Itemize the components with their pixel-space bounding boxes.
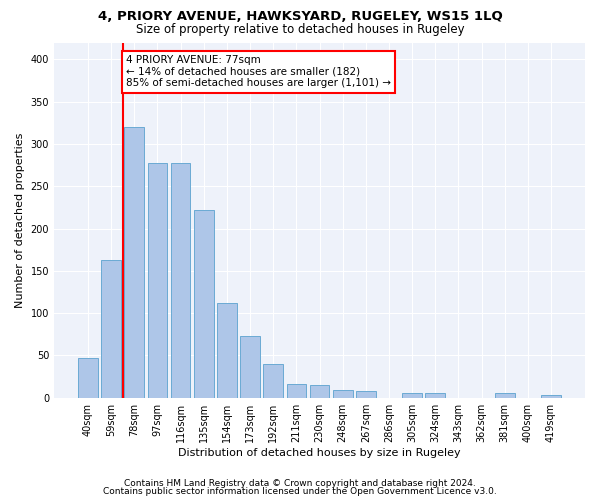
Text: Contains HM Land Registry data © Crown copyright and database right 2024.: Contains HM Land Registry data © Crown c… bbox=[124, 478, 476, 488]
Text: 4 PRIORY AVENUE: 77sqm
← 14% of detached houses are smaller (182)
85% of semi-de: 4 PRIORY AVENUE: 77sqm ← 14% of detached… bbox=[126, 55, 391, 88]
Bar bbox=[148, 164, 167, 398]
Text: 4, PRIORY AVENUE, HAWKSYARD, RUGELEY, WS15 1LQ: 4, PRIORY AVENUE, HAWKSYARD, RUGELEY, WS… bbox=[98, 10, 502, 23]
Bar bbox=[217, 303, 237, 398]
Bar bbox=[287, 384, 306, 398]
Y-axis label: Number of detached properties: Number of detached properties bbox=[15, 132, 25, 308]
Bar bbox=[78, 358, 98, 398]
Text: Contains public sector information licensed under the Open Government Licence v3: Contains public sector information licen… bbox=[103, 487, 497, 496]
Bar bbox=[124, 127, 144, 398]
X-axis label: Distribution of detached houses by size in Rugeley: Distribution of detached houses by size … bbox=[178, 448, 461, 458]
Text: Size of property relative to detached houses in Rugeley: Size of property relative to detached ho… bbox=[136, 22, 464, 36]
Bar bbox=[356, 391, 376, 398]
Bar bbox=[310, 385, 329, 398]
Bar bbox=[495, 394, 515, 398]
Bar bbox=[425, 394, 445, 398]
Bar bbox=[194, 210, 214, 398]
Bar bbox=[263, 364, 283, 398]
Bar bbox=[240, 336, 260, 398]
Bar bbox=[101, 260, 121, 398]
Bar bbox=[333, 390, 353, 398]
Bar bbox=[171, 164, 190, 398]
Bar bbox=[402, 394, 422, 398]
Bar bbox=[541, 395, 561, 398]
